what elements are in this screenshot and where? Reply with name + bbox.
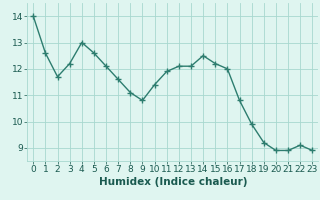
X-axis label: Humidex (Indice chaleur): Humidex (Indice chaleur): [99, 177, 247, 187]
